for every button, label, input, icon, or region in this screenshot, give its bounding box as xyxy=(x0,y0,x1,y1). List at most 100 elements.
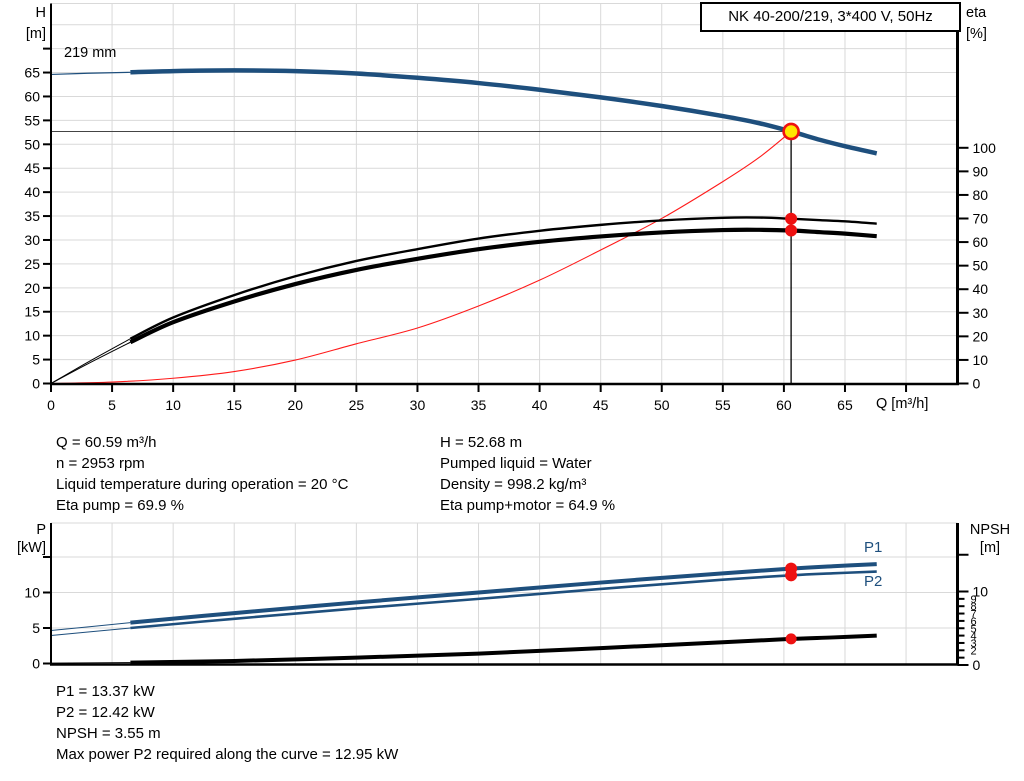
npsh-axis-unit: [m] xyxy=(979,540,1001,556)
svg-text:55: 55 xyxy=(715,397,731,413)
svg-text:15: 15 xyxy=(226,397,242,413)
svg-text:100: 100 xyxy=(973,140,997,156)
flow-axis-title: Q [m³/h] xyxy=(876,396,929,412)
svg-text:60: 60 xyxy=(973,234,989,250)
system-curve xyxy=(50,131,792,385)
eta-axis-unit: [%] xyxy=(966,26,987,42)
duty-annotations-left: Q = 60.59 m³/h n = 2953 rpm Liquid tempe… xyxy=(56,432,348,516)
svg-text:5: 5 xyxy=(32,620,40,636)
svg-text:65: 65 xyxy=(837,397,853,413)
anno-flow: Q = 60.59 m³/h xyxy=(56,434,157,451)
svg-text:10: 10 xyxy=(973,584,989,600)
svg-text:40: 40 xyxy=(532,397,548,413)
anno-speed: n = 2953 rpm xyxy=(56,455,145,472)
eta-axis-title: eta [%] xyxy=(966,3,1016,45)
svg-text:0: 0 xyxy=(973,657,981,673)
power-npsh-chart-gridlines xyxy=(51,522,958,665)
svg-text:25: 25 xyxy=(24,256,40,272)
svg-text:5: 5 xyxy=(32,352,40,368)
anno-p1: P1 = 13.37 kW xyxy=(56,683,155,700)
svg-text:0: 0 xyxy=(47,397,55,413)
svg-text:20: 20 xyxy=(24,280,40,296)
eta-pump-motor-curve xyxy=(129,227,877,345)
npsh-duty-point xyxy=(785,633,797,645)
svg-text:45: 45 xyxy=(593,397,609,413)
anno-pumped-liquid: Pumped liquid = Water xyxy=(440,455,592,472)
power-npsh-chart-axes xyxy=(50,523,959,666)
svg-text:20: 20 xyxy=(288,397,304,413)
head-eta-chart: 6560555045403530252015105010090807060504… xyxy=(24,3,996,413)
power-annotations: P1 = 13.37 kW P2 = 12.42 kW NPSH = 3.55 … xyxy=(56,681,398,765)
svg-text:0: 0 xyxy=(973,376,981,392)
anno-max-power: Max power P2 required along the curve = … xyxy=(56,746,399,763)
svg-text:30: 30 xyxy=(973,305,989,321)
head-eta-chart-tick-labels: 6560555045403530252015105010090807060504… xyxy=(24,65,996,413)
svg-text:40: 40 xyxy=(24,184,40,200)
duty-point-crosshair xyxy=(51,130,792,384)
power-axis-unit: [kW] xyxy=(17,540,46,556)
anno-liquid-temp: Liquid temperature during operation = 20… xyxy=(56,476,349,493)
head-eta-chart-axes xyxy=(50,3,959,386)
duty-annotations-right: H = 52.68 m Pumped liquid = Water Densit… xyxy=(440,432,615,516)
svg-text:0: 0 xyxy=(32,376,40,392)
eta-pump-curve xyxy=(129,216,877,340)
npsh-lead-in xyxy=(50,662,131,664)
impeller-diameter-label: 219 mm xyxy=(64,45,117,61)
head-axis-unit: [m] xyxy=(25,26,46,42)
anno-eta-pump: Eta pump = 69.9 % xyxy=(56,497,184,514)
svg-text:60: 60 xyxy=(24,88,40,104)
anno-npsh: NPSH = 3.55 m xyxy=(56,725,161,742)
svg-text:10: 10 xyxy=(24,585,40,601)
npsh-axis-title: NPSH [m] xyxy=(960,521,1020,557)
head-eta-chart-ticks xyxy=(43,47,969,392)
anno-eta-pump-motor: Eta pump+motor = 64.9 % xyxy=(440,497,616,514)
svg-text:6: 6 xyxy=(971,616,977,628)
svg-text:45: 45 xyxy=(24,160,40,176)
p1-curve xyxy=(130,562,877,625)
power-axis-symbol: P xyxy=(36,522,46,538)
p1-lead-in xyxy=(50,622,131,631)
eta-pump-motor-lead-in xyxy=(50,341,131,384)
svg-text:50: 50 xyxy=(24,136,40,152)
anno-head: H = 52.68 m xyxy=(440,434,523,451)
svg-text:40: 40 xyxy=(973,281,989,297)
head-eta-chart-gridlines xyxy=(51,3,958,384)
anno-p2: P2 = 12.42 kW xyxy=(56,704,155,721)
npsh-curve xyxy=(130,633,877,665)
p2-curve-label: P2 xyxy=(864,573,883,590)
svg-text:50: 50 xyxy=(973,258,989,274)
svg-text:50: 50 xyxy=(654,397,670,413)
svg-text:10: 10 xyxy=(973,352,989,368)
svg-text:90: 90 xyxy=(973,163,989,179)
svg-text:25: 25 xyxy=(349,397,365,413)
svg-text:2: 2 xyxy=(971,645,977,657)
head-curve-lead-in xyxy=(50,71,131,76)
svg-text:9: 9 xyxy=(971,594,977,606)
npsh-axis-symbol: NPSH xyxy=(969,522,1011,538)
chart-title-box: NK 40-200/219, 3*400 V, 50Hz xyxy=(700,2,961,32)
head-curve-219mm xyxy=(130,68,878,156)
eta-pump-motor-duty-point xyxy=(785,224,798,237)
svg-text:30: 30 xyxy=(410,397,426,413)
svg-text:4: 4 xyxy=(971,631,977,643)
svg-text:35: 35 xyxy=(24,208,40,224)
p1-curve-label: P1 xyxy=(864,539,883,556)
svg-text:5: 5 xyxy=(108,397,116,413)
svg-text:65: 65 xyxy=(24,65,40,81)
svg-text:0: 0 xyxy=(32,656,40,672)
svg-text:60: 60 xyxy=(776,397,792,413)
svg-text:20: 20 xyxy=(973,328,989,344)
svg-text:30: 30 xyxy=(24,232,40,248)
svg-text:35: 35 xyxy=(471,397,487,413)
p2-duty-point xyxy=(785,569,798,582)
svg-text:80: 80 xyxy=(973,187,989,203)
eta-axis-symbol: eta xyxy=(966,5,987,21)
svg-text:10: 10 xyxy=(165,397,181,413)
svg-text:70: 70 xyxy=(973,211,989,227)
power-npsh-chart-ticks xyxy=(43,553,969,666)
duty-point xyxy=(782,122,800,141)
svg-text:55: 55 xyxy=(24,112,40,128)
